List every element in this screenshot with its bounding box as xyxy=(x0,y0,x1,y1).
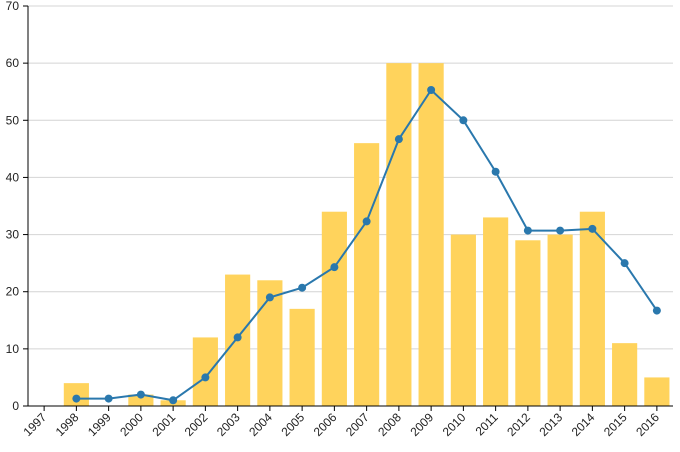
line-point-2003 xyxy=(233,333,242,342)
line-point-2008 xyxy=(394,135,403,144)
bar-2015 xyxy=(612,343,638,406)
y-tick-label-70: 70 xyxy=(6,0,20,13)
line-point-1999 xyxy=(104,394,113,403)
line-series xyxy=(72,86,661,405)
y-tick-label-40: 40 xyxy=(6,170,20,184)
x-tick-label-1997: 1997 xyxy=(20,410,49,439)
line-point-2015 xyxy=(620,259,629,268)
bar-2013 xyxy=(547,234,573,406)
bar-2014 xyxy=(579,211,605,406)
bar-1998 xyxy=(63,383,89,406)
y-tick-label-30: 30 xyxy=(6,228,20,242)
x-tick-label-2005: 2005 xyxy=(278,410,307,439)
bar-2007 xyxy=(354,143,380,406)
bar-2005 xyxy=(289,308,315,406)
line-point-2006 xyxy=(330,263,339,272)
x-tick-label-2002: 2002 xyxy=(182,410,211,439)
x-tick-label-2013: 2013 xyxy=(536,410,565,439)
x-tick-label-2004: 2004 xyxy=(246,410,275,439)
line-point-2009 xyxy=(427,86,436,94)
y-tick-label-20: 20 xyxy=(6,285,20,299)
y-tick-labels: 0 10 20 30 40 50 60 70 xyxy=(6,0,20,413)
line-point-2000 xyxy=(136,390,145,399)
y-tick-label-60: 60 xyxy=(6,56,20,70)
line-point-2014 xyxy=(588,224,597,233)
x-tick-label-2014: 2014 xyxy=(569,410,598,439)
line-point-2013 xyxy=(556,226,565,235)
x-tick-label-2015: 2015 xyxy=(601,410,630,439)
line-point-2001 xyxy=(169,396,178,405)
line-point-2002 xyxy=(201,373,210,382)
y-tick-label-10: 10 xyxy=(6,342,20,356)
x-tick-label-2007: 2007 xyxy=(343,410,372,439)
x-tick-label-2008: 2008 xyxy=(375,410,404,439)
x-tick-label-2011: 2011 xyxy=(473,410,501,438)
line-point-2005 xyxy=(298,283,307,292)
line-point-2010 xyxy=(459,116,468,125)
x-tick-label-2012: 2012 xyxy=(504,410,533,439)
bar-2002 xyxy=(192,337,218,406)
x-tick-label-2010: 2010 xyxy=(440,410,469,439)
x-tick-label-1999: 1999 xyxy=(85,410,114,439)
x-tick-label-2006: 2006 xyxy=(311,410,340,439)
line-point-2007 xyxy=(362,217,371,226)
bar-2006 xyxy=(321,211,347,406)
bar-2011 xyxy=(483,217,509,406)
bar-2010 xyxy=(450,234,476,406)
x-tick-label-2003: 2003 xyxy=(214,410,243,439)
y-tick-label-50: 50 xyxy=(6,113,20,127)
gridlines xyxy=(28,5,673,350)
axes xyxy=(23,5,673,411)
x-tick-label-2009: 2009 xyxy=(407,410,436,439)
x-tick-label-1998: 1998 xyxy=(53,410,82,439)
line-point-2004 xyxy=(265,293,274,302)
line-point-1998 xyxy=(72,394,81,403)
x-tick-label-2001: 2001 xyxy=(149,410,178,439)
bar-2008 xyxy=(386,63,412,407)
x-tick-label-2000: 2000 xyxy=(117,410,146,439)
x-tick-labels: 1997 1998 1999 2000 2001 2002 2003 2004 2005 2006… xyxy=(20,410,662,439)
line-point-2016 xyxy=(652,306,661,315)
bar-2016 xyxy=(644,377,670,406)
line-point-2012 xyxy=(523,226,532,235)
bar-2000 xyxy=(128,394,154,406)
bar-2012 xyxy=(515,240,541,406)
bar-2009 xyxy=(418,63,444,407)
y-tick-label-0: 0 xyxy=(12,399,19,413)
x-tick-label-2016: 2016 xyxy=(633,410,662,439)
line-point-2011 xyxy=(491,167,500,176)
